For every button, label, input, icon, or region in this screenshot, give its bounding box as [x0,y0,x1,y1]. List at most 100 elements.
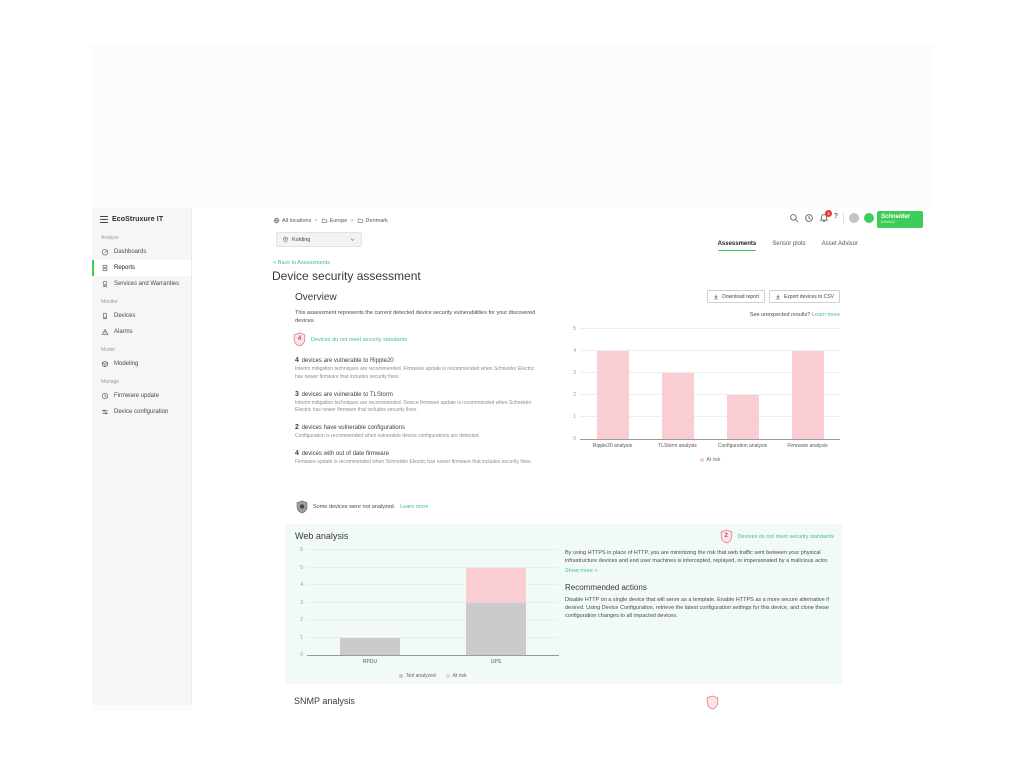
overview-actions: Download report Export devices to CSV [707,290,840,303]
overview-description: This assessment represents the current d… [295,310,536,325]
user-avatar[interactable] [849,213,859,223]
bar-segment-not-analyzed [340,637,400,655]
bar-tlstorm-analysis [661,373,694,439]
vulnerability-text: devices are vulnerable to TLStorm [299,391,393,398]
web-analysis-section: Web analysis 2 Devices do not meet secur… [285,524,842,684]
breadcrumb-item-denmark[interactable]: Denmark [357,217,388,224]
y-tick-label: 1 [573,414,576,420]
vulnerability-text: devices are vulnerable to Ripple20 [299,358,394,364]
badge-label[interactable]: Devices do not meet security standards [737,533,834,540]
snmp-analysis-heading: SNMP analysis [294,696,355,706]
gridline [307,584,559,585]
tab-bar: Assessments Sensor plots Asset Advisor [717,241,858,251]
sidebar-section-label: Model [101,347,115,353]
x-axis-labels: RPDU UPS [307,659,559,665]
sidebar-item-firmware-update[interactable]: Firmware update [92,388,191,404]
show-more-link[interactable]: Show more > [565,567,598,574]
device-icon [101,312,109,320]
export-csv-button[interactable]: Export devices to CSV [768,290,840,303]
badge-count: 2 [724,532,728,539]
bar-segment-at-risk [791,351,824,439]
sidebar-item-reports[interactable]: Reports [92,260,191,276]
vulnerability-list: 4 devices are vulnerable to Ripple20 Inte… [295,357,547,476]
search-icon[interactable] [789,213,799,223]
download-report-button[interactable]: Download report [707,290,765,303]
top-icon-cluster: 4 ? [789,210,874,223]
web-analysis-heading: Web analysis [295,531,349,541]
overview-chart: 0 1 2 3 4 5 Ripple20 analysis TLStorm analysis C… [566,326,840,463]
unexpected-results-text: See unexpected results? [749,312,811,318]
bar-segment-at-risk [661,373,694,439]
organization-status-dot[interactable] [864,213,874,223]
unexpected-results-note: See unexpected results? Learn more [750,312,840,318]
y-tick-label: 2 [300,617,303,623]
bar-segment-at-risk [466,567,526,603]
sidebar-item-label: Reports [114,265,136,271]
legend-label: At risk [706,457,721,463]
history-clock-icon[interactable] [804,213,814,223]
sidebar-item-modeling[interactable]: Modeling [92,356,191,372]
sidebar-item-device-configuration[interactable]: Device configuration [92,404,191,420]
location-selector[interactable]: Kolding [276,232,362,247]
gridline [307,549,559,550]
breadcrumb-label: All locations [282,217,312,224]
gridline [307,566,559,568]
sidebar-nav: Analyze Dashboards Reports Services and War… [92,228,191,420]
sidebar-item-dashboards[interactable]: Dashboards [92,244,191,260]
vulnerability-title: 3 devices are vulnerable to TLStorm [295,391,547,398]
firmware-icon [101,392,109,400]
overview-heading: Overview [295,292,337,303]
y-tick-label: 5 [300,564,303,571]
x-tick-label: TLStorm analysis [658,443,697,449]
not-analyzed-text: Some devices were not analyzed. [313,504,396,510]
breadcrumb-item-all-locations[interactable]: All locations [273,217,311,224]
gridline [580,328,840,329]
bar-segment-not-analyzed [466,602,526,655]
sidebar-item-label: Modeling [114,361,139,367]
x-tick-label: Configuration analysis [717,443,768,449]
vulnerability-text: devices with out of date firmware [299,450,389,457]
export-csv-label: Export devices to CSV [783,293,834,300]
shield-icon: 4 [293,332,306,347]
bars [307,551,559,655]
main-area: All locations > Europe > Denmark Kolding 4 ?… [192,208,932,711]
bar-ups [466,567,526,655]
breadcrumb-label: Europe [329,217,348,224]
back-to-assessments-link[interactable]: < Back to Assessments [273,260,331,266]
vulnerability-item: 4 devices with out of date firmware Firmw… [295,450,547,467]
y-tick-label: 5 [573,326,576,332]
download-icon [775,294,781,300]
bar-slot [307,551,433,655]
help-icon[interactable]: ? [833,213,838,220]
tab-asset-advisor[interactable]: Asset Advisor [821,241,858,247]
sidebar-item-devices[interactable]: Devices [92,308,191,324]
badge-count: 4 [297,335,302,342]
vulnerability-count: 3 [295,390,299,398]
y-tick-label: 0 [300,652,303,658]
learn-more-link[interactable]: Learn more [811,312,840,318]
web-security-badge: 2 Devices do not meet security standards [720,529,834,544]
tab-sensor-plots[interactable]: Sensor plots [772,241,806,247]
sidebar-item-services-and-warranties[interactable]: Services and Warranties [92,276,191,292]
y-tick-label: 4 [300,582,303,588]
sidebar-item-label: Firmware update [114,393,160,399]
sidebar: EcoStruxure IT Analyze Dashboards Reports S… [92,208,192,705]
download-report-label: Download report [722,293,759,300]
breadcrumb-item-europe[interactable]: Europe [321,217,348,224]
menu-icon[interactable] [100,216,108,223]
sidebar-section-label: Analyze [101,235,119,241]
learn-more-link[interactable]: Learn more [400,504,429,510]
y-tick-label: 0 [573,436,576,442]
sidebar-item-label: Devices [114,313,136,319]
breadcrumb-separator: > [350,217,354,224]
bar-slot [710,330,775,439]
bar-slot [645,330,710,439]
notifications-bell-icon[interactable]: 4 [819,210,832,223]
schneider-electric-logo: Schneider Electric [877,211,923,228]
download-icon [713,294,719,300]
report-icon [101,264,109,272]
vulnerability-count: 4 [295,449,299,457]
sidebar-item-alarms[interactable]: Alarms [92,324,191,340]
tab-assessments[interactable]: Assessments [717,241,757,251]
badge-label[interactable]: Devices do not meet security standards [311,336,408,343]
